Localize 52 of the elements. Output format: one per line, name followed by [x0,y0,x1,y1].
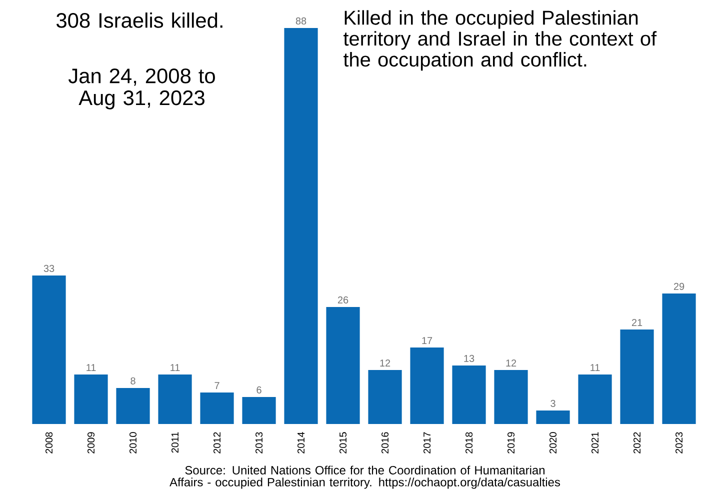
x-tick-label: 2011 [171,432,179,453]
bar [32,275,66,424]
data-label: 3 [550,400,556,407]
x-tick-label: 2013 [255,432,263,454]
x-tick-label: 2022 [633,432,641,454]
bar [116,388,150,424]
data-label: 11 [590,364,600,371]
x-tick-label: 2021 [591,432,599,454]
source-note: Source: United Nations Office for the Coordination of Humanitarian Affairs - occupied Palestinian territory. https://ochaopt.org/data/casualties [170,466,560,489]
bar [200,392,234,424]
data-label: 21 [632,319,642,326]
bar [368,370,402,424]
x-tick-label: 2018 [465,432,473,454]
x-tick-label: 2010 [129,432,137,454]
data-label: 7 [214,382,220,389]
bar [242,396,276,424]
bar [326,306,360,424]
bar [536,410,570,424]
data-label: 17 [422,337,432,344]
data-label: 13 [464,354,474,362]
bar [620,329,654,424]
x-tick-label: 2014 [297,432,305,454]
data-label: 12 [506,360,516,366]
data-label: 8 [130,377,136,384]
bar [158,374,192,424]
data-label: 6 [256,386,262,394]
data-label: 12 [380,360,390,366]
data-label: 11 [170,364,180,371]
x-tick-label: 2020 [549,432,557,454]
bar [452,365,486,424]
x-tick-label: 2008 [45,432,53,454]
bar [74,374,108,424]
x-tick-label: 2009 [87,432,95,454]
bar [494,370,528,424]
bar [284,28,318,424]
annotation: Killed in the occupied Palestinian territory and Israel in the context of the occupation and conflict. [344,10,657,71]
x-tick-label: 2016 [381,432,389,454]
data-label: 88 [296,17,306,24]
data-label: 11 [86,364,96,371]
x-tick-label: 2012 [213,432,221,454]
x-tick-label: 2015 [339,432,347,454]
data-label: 29 [674,282,684,290]
data-label: 33 [44,264,54,272]
x-tick-label: 2019 [507,432,515,454]
x-tick-label: 2017 [423,432,431,454]
bar [662,293,696,424]
text: Jan 24, 2008 to Aug 31, 2023 [68,68,215,110]
bar [578,374,612,424]
data-label: 26 [338,296,348,304]
bar [410,347,444,424]
chart-title: 308 Israelis killed. [56,12,222,28]
x-tick-label: 2023 [675,432,683,454]
